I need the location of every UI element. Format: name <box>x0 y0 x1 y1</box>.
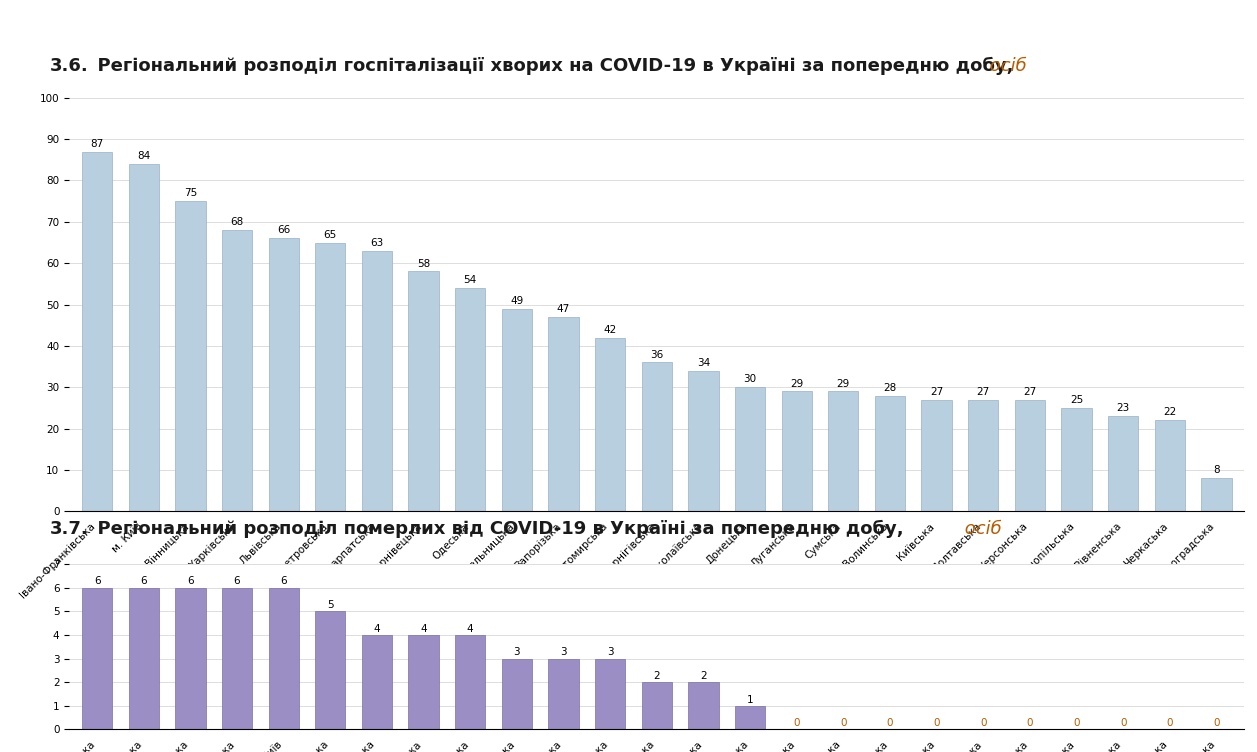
Text: 58: 58 <box>417 259 430 268</box>
Bar <box>175 587 206 729</box>
Text: 29: 29 <box>837 378 850 389</box>
Text: 27: 27 <box>930 387 943 397</box>
Text: 27: 27 <box>1023 387 1037 397</box>
Text: 3: 3 <box>607 647 613 657</box>
Bar <box>1202 478 1232 511</box>
Bar <box>502 659 532 729</box>
Text: 4: 4 <box>373 623 381 634</box>
Text: 4: 4 <box>420 623 427 634</box>
Bar <box>641 362 672 511</box>
Bar <box>82 151 112 511</box>
Text: 0: 0 <box>980 718 987 728</box>
Text: 6: 6 <box>234 577 240 587</box>
Bar <box>1061 408 1091 511</box>
Text: 47: 47 <box>557 304 571 314</box>
Text: Регіональний розподіл померлих від COVID-19 в Україні за попередню добу,: Регіональний розподіл померлих від COVID… <box>85 520 904 538</box>
Bar <box>1014 400 1045 511</box>
Bar <box>595 659 625 729</box>
Bar <box>782 391 812 511</box>
Bar <box>128 587 158 729</box>
Text: 75: 75 <box>184 188 197 199</box>
Text: 1: 1 <box>747 695 753 705</box>
Bar <box>362 250 392 511</box>
Bar <box>82 587 112 729</box>
Text: 87: 87 <box>91 138 104 149</box>
Text: 63: 63 <box>371 238 383 248</box>
Bar <box>222 587 253 729</box>
Bar <box>875 396 905 511</box>
Text: 0: 0 <box>1213 718 1219 728</box>
Text: 84: 84 <box>137 151 151 161</box>
Bar <box>316 611 346 729</box>
Bar <box>641 682 672 729</box>
Text: 65: 65 <box>324 229 337 240</box>
Text: 28: 28 <box>884 383 896 393</box>
Bar <box>269 238 299 511</box>
Bar <box>689 371 719 511</box>
Text: 0: 0 <box>1120 718 1126 728</box>
Bar <box>175 201 206 511</box>
Bar <box>222 230 253 511</box>
Text: 36: 36 <box>650 350 664 359</box>
Text: осіб: осіб <box>959 520 1002 538</box>
Bar <box>689 682 719 729</box>
Bar <box>502 308 532 511</box>
Text: 6: 6 <box>94 577 101 587</box>
Text: 66: 66 <box>277 226 290 235</box>
Text: 0: 0 <box>1073 718 1080 728</box>
Text: 49: 49 <box>510 296 523 306</box>
Bar <box>828 391 859 511</box>
Bar <box>316 242 346 511</box>
Text: 0: 0 <box>840 718 846 728</box>
Text: 0: 0 <box>934 718 940 728</box>
Text: 5: 5 <box>327 600 333 610</box>
Text: 22: 22 <box>1163 408 1177 417</box>
Text: 23: 23 <box>1116 403 1130 414</box>
Text: 0: 0 <box>793 718 799 728</box>
Bar <box>1155 420 1185 511</box>
Text: 25: 25 <box>1070 395 1084 405</box>
Text: 3: 3 <box>514 647 520 657</box>
Text: 68: 68 <box>230 217 244 227</box>
Text: 0: 0 <box>1166 718 1173 728</box>
Bar <box>362 635 392 729</box>
Bar <box>968 400 998 511</box>
Text: 2: 2 <box>654 671 660 681</box>
Text: 27: 27 <box>977 387 989 397</box>
Text: 6: 6 <box>187 577 194 587</box>
Text: 42: 42 <box>603 325 617 335</box>
Bar <box>269 587 299 729</box>
Text: 3.7.: 3.7. <box>50 520 89 538</box>
Bar <box>455 635 485 729</box>
Text: 30: 30 <box>743 374 757 384</box>
Bar <box>409 635 439 729</box>
Bar <box>735 387 766 511</box>
Text: 6: 6 <box>141 577 147 587</box>
Bar <box>548 317 578 511</box>
Text: 34: 34 <box>696 358 710 368</box>
Text: 29: 29 <box>791 378 803 389</box>
Text: осіб: осіб <box>984 57 1027 75</box>
Text: 4: 4 <box>466 623 474 634</box>
Bar <box>595 338 625 511</box>
Text: 0: 0 <box>1027 718 1033 728</box>
Text: 54: 54 <box>464 275 476 285</box>
Text: 8: 8 <box>1213 465 1219 475</box>
Bar <box>455 288 485 511</box>
Text: 2: 2 <box>700 671 706 681</box>
Text: Регіональний розподіл госпіталізації хворих на COVID-19 в Україні за попередню д: Регіональний розподіл госпіталізації хво… <box>85 57 1014 75</box>
Text: 0: 0 <box>886 718 894 728</box>
Text: 3: 3 <box>561 647 567 657</box>
Text: 6: 6 <box>280 577 287 587</box>
Bar <box>921 400 952 511</box>
Bar <box>548 659 578 729</box>
Bar <box>128 164 158 511</box>
Bar <box>1107 417 1139 511</box>
Text: 3.6.: 3.6. <box>50 57 89 75</box>
Bar <box>735 706 766 729</box>
Bar <box>409 271 439 511</box>
